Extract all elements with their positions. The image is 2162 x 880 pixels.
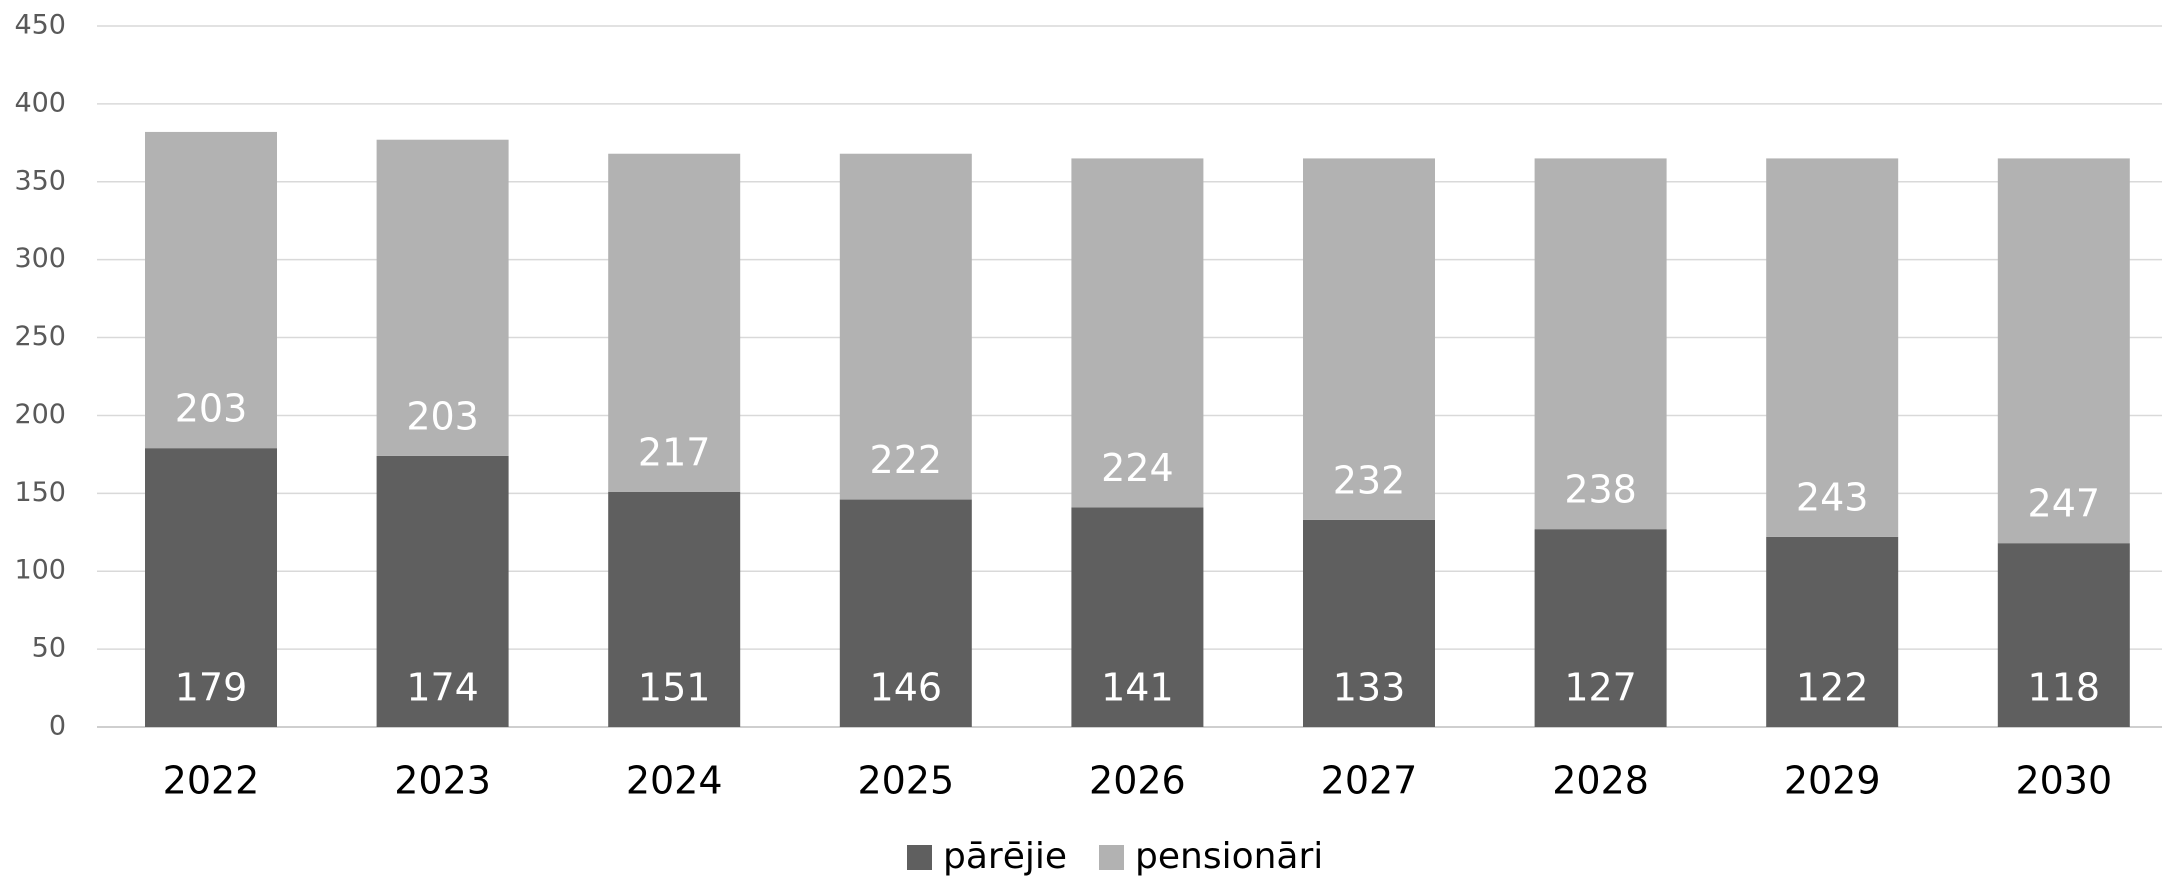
data-label: 238 — [1564, 468, 1637, 512]
y-tick-label: 150 — [14, 477, 66, 508]
data-label: 174 — [406, 666, 479, 710]
data-label: 222 — [870, 438, 943, 482]
bar — [1997, 543, 2130, 727]
legend-swatch — [907, 845, 932, 870]
legend-label: pārējie — [943, 836, 1067, 877]
x-tick-label: 2030 — [2015, 759, 2112, 803]
y-tick-label: 400 — [14, 87, 66, 118]
bar — [839, 153, 972, 500]
data-label: 247 — [2028, 482, 2101, 526]
data-label: 203 — [175, 387, 248, 431]
bar — [376, 455, 509, 727]
x-tick-label: 2029 — [1784, 759, 1881, 803]
data-label: 203 — [406, 394, 479, 438]
y-tick-label: 350 — [14, 165, 66, 196]
data-label: 224 — [1101, 446, 1174, 490]
y-tick-label: 300 — [14, 243, 66, 274]
bar — [608, 153, 741, 492]
y-tick-label: 50 — [32, 633, 66, 664]
data-label: 151 — [638, 666, 711, 710]
bar — [1534, 158, 1667, 530]
data-label: 141 — [1101, 666, 1174, 710]
x-tick-label: 2025 — [857, 759, 954, 803]
bar — [1997, 158, 2130, 544]
x-tick-label: 2028 — [1552, 759, 1649, 803]
bar — [1303, 519, 1435, 727]
data-label: 146 — [870, 666, 943, 710]
data-label: 127 — [1564, 666, 1637, 710]
x-tick-label: 2026 — [1089, 759, 1186, 803]
bar — [1534, 529, 1667, 727]
y-tick-label: 200 — [14, 399, 66, 430]
x-tick-label: 2027 — [1321, 759, 1418, 803]
bar — [1303, 158, 1435, 520]
y-tick-label: 450 — [14, 10, 66, 41]
data-label: 133 — [1333, 666, 1406, 710]
bar — [608, 491, 741, 727]
bar — [145, 448, 277, 727]
bar — [1766, 536, 1899, 727]
bar — [376, 139, 509, 456]
bar — [1766, 158, 1899, 537]
bar — [839, 499, 972, 727]
x-tick-label: 2024 — [626, 759, 723, 803]
data-label: 243 — [1796, 475, 1869, 519]
data-label: 232 — [1333, 458, 1406, 502]
x-tick-label: 2023 — [394, 759, 491, 803]
data-label: 179 — [175, 666, 248, 710]
bar — [1071, 158, 1204, 508]
data-label: 122 — [1796, 666, 1869, 710]
data-label: 217 — [638, 430, 711, 474]
y-tick-label: 250 — [14, 321, 66, 352]
data-label: 118 — [2028, 666, 2101, 710]
x-tick-label: 2022 — [163, 759, 260, 803]
y-tick-label: 100 — [14, 555, 66, 586]
bar — [145, 131, 277, 449]
legend-label: pensionāri — [1135, 836, 1323, 877]
y-tick-label: 0 — [49, 711, 66, 742]
legend-swatch — [1099, 845, 1124, 870]
bar — [1071, 507, 1204, 727]
